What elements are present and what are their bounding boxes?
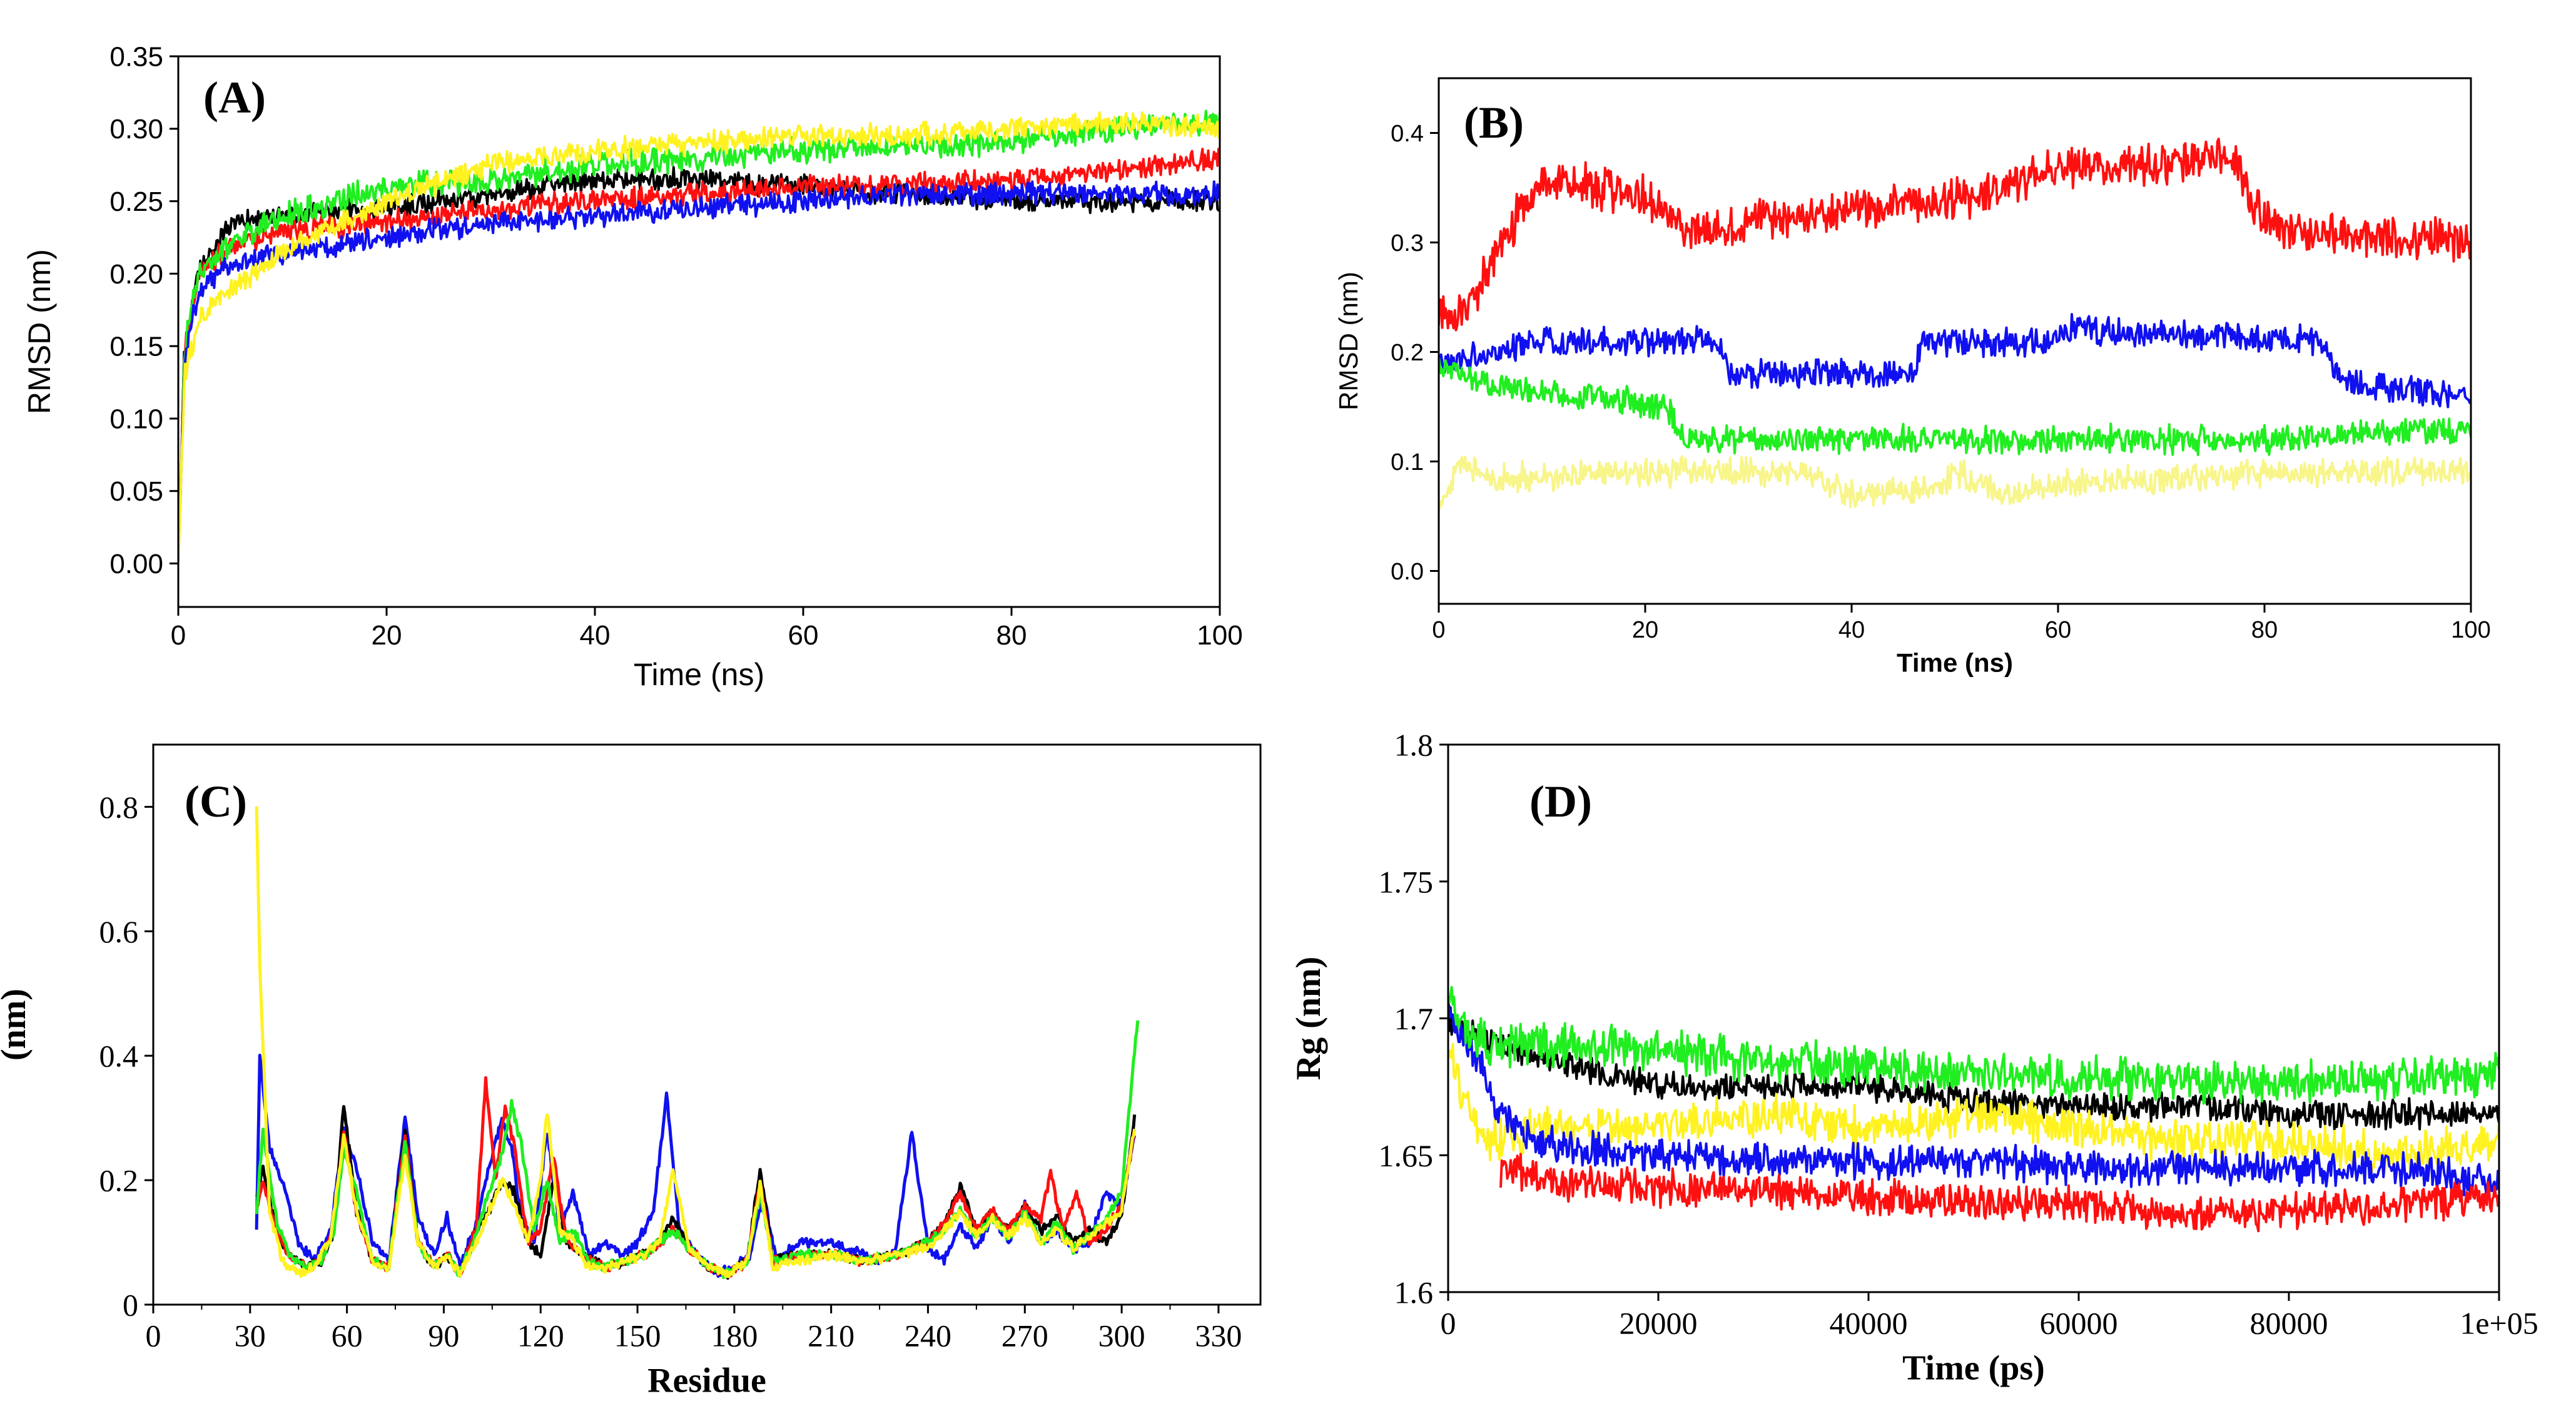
x-tick-label: 80 [2251, 617, 2278, 643]
series-line-blue [178, 180, 1220, 554]
x-tick-label: 60000 [2040, 1306, 2118, 1341]
x-tick-label: 210 [808, 1318, 854, 1353]
series-line-red [1499, 1153, 2499, 1233]
x-tick-label: 0 [1432, 617, 1445, 643]
plot-frame [177, 55, 1221, 608]
series-line-red [1439, 137, 2471, 332]
x-tick-label: 270 [1001, 1318, 1048, 1353]
y-tick-label: 1.65 [1379, 1138, 1434, 1173]
series-line-green [178, 110, 1220, 550]
panel-b: 0 20 40 60 80 100 0.0 0.1 0.2 0.3 0.4 Time (ns) RMSD… [1334, 77, 2491, 678]
y-tick-label: 0.4 [99, 1039, 139, 1074]
y-tick-label: 0.05 [109, 476, 163, 507]
y-tick-label: 0.1 [1391, 449, 1424, 476]
series-line-black [1448, 1006, 2499, 1131]
panel-label: (A) [203, 73, 266, 123]
series-line-green [1448, 986, 2499, 1105]
y-tick-label: 0.3 [1391, 230, 1424, 257]
y-axis-label: Rg (nm) [1289, 957, 1328, 1081]
series-line-red [178, 148, 1220, 562]
series-group [1448, 986, 2499, 1233]
x-axis-label: Time (ps) [1902, 1348, 2045, 1387]
y-tick-label: 1.8 [1394, 728, 1434, 763]
y-axis-label: RMSD (nm) [22, 249, 57, 414]
x-tick-label: 0 [171, 620, 186, 651]
x-tick-label: 1e+05 [2460, 1306, 2538, 1341]
x-tick-label: 330 [1195, 1318, 1242, 1353]
y-tick-label: 0.25 [109, 186, 163, 217]
x-tick-label: 80000 [2250, 1306, 2328, 1341]
plot-frame [152, 743, 1262, 1306]
y-tick-label: 0.4 [1391, 121, 1424, 147]
series-line-lightyellow [1439, 455, 2471, 511]
x-tick-label: 20000 [1620, 1306, 1698, 1341]
x-tick-label: 150 [614, 1318, 661, 1353]
y-tick-label: 0.35 [109, 41, 163, 72]
x-tick-label: 20 [372, 620, 402, 651]
x-tick-label: 60 [788, 620, 819, 651]
y-tick-label: 1.7 [1394, 1001, 1434, 1036]
x-tick-label: 90 [428, 1318, 459, 1353]
x-tick-label: 100 [1197, 620, 1242, 651]
panel-a: 0 20 40 60 80 100 0.00 0.05 0.10 0.15 0.20 0.25 0.30… [22, 41, 1243, 692]
panel-label: (B) [1464, 98, 1524, 148]
series-group [178, 110, 1220, 562]
x-tick-label: 80 [996, 620, 1027, 651]
x-tick-label: 240 [905, 1318, 951, 1353]
plot-frame [1438, 77, 2472, 605]
x-tick-label: 30 [235, 1318, 266, 1353]
panel-label: (C) [185, 777, 247, 827]
x-tick-label: 120 [517, 1318, 564, 1353]
x-axis-label: Time (ns) [1897, 648, 2013, 678]
panel-label: (D) [1529, 777, 1592, 827]
series-line-green [1439, 357, 2471, 456]
x-tick-label: 100 [2451, 617, 2490, 643]
x-axis-label: Residue [647, 1361, 766, 1400]
x-tick-label: 0 [146, 1318, 161, 1353]
y-tick-label: 0.0 [1391, 559, 1424, 585]
x-tick-label: 20 [1632, 617, 1658, 643]
x-tick-label: 180 [711, 1318, 758, 1353]
x-tick-label: 40000 [1830, 1306, 1908, 1341]
series-line-yellow [255, 806, 1137, 1278]
y-tick-label: 0.2 [1391, 340, 1424, 366]
y-tick-label: 0.8 [99, 790, 139, 825]
y-tick-label: 0.15 [109, 332, 163, 362]
panel-d: 0 20000 40000 60000 80000 1e+05 1.6 1.65 1.7 1.75… [1289, 728, 2538, 1388]
x-tick-label: 300 [1098, 1318, 1145, 1353]
x-tick-label: 40 [580, 620, 611, 651]
y-tick-label: 0.2 [99, 1163, 139, 1198]
y-tick-label: 0.00 [109, 549, 163, 579]
x-tick-label: 60 [2045, 617, 2071, 643]
y-tick-label: 0.20 [109, 259, 163, 290]
series-group [1439, 137, 2471, 511]
y-tick-label: 1.75 [1379, 864, 1434, 899]
series-group [255, 806, 1140, 1280]
y-tick-label: 0.30 [109, 114, 163, 145]
y-tick-label: 1.6 [1394, 1275, 1434, 1310]
y-tick-label: 0 [123, 1288, 138, 1323]
series-line-blue [1448, 1001, 2499, 1196]
y-axis-label: (nm) [0, 989, 33, 1061]
x-tick-label: 60 [332, 1318, 363, 1353]
x-axis-label: Time (ns) [634, 657, 764, 692]
series-line-blue [1439, 313, 2471, 409]
panel-c: 0 30 60 90 120 150 180 210 240 270 300 330 0 0.2 0.4 0.… [0, 743, 1262, 1400]
series-line-yellow [178, 111, 1220, 561]
y-tick-label: 0.6 [99, 914, 139, 949]
x-tick-label: 40 [1838, 617, 1865, 643]
y-axis-label: RMSD (nm) [1334, 272, 1363, 410]
x-tick-label: 0 [1441, 1306, 1456, 1341]
series-line-yellow [1448, 1042, 2499, 1176]
y-tick-label: 0.10 [109, 404, 163, 434]
series-line-black [178, 166, 1220, 556]
